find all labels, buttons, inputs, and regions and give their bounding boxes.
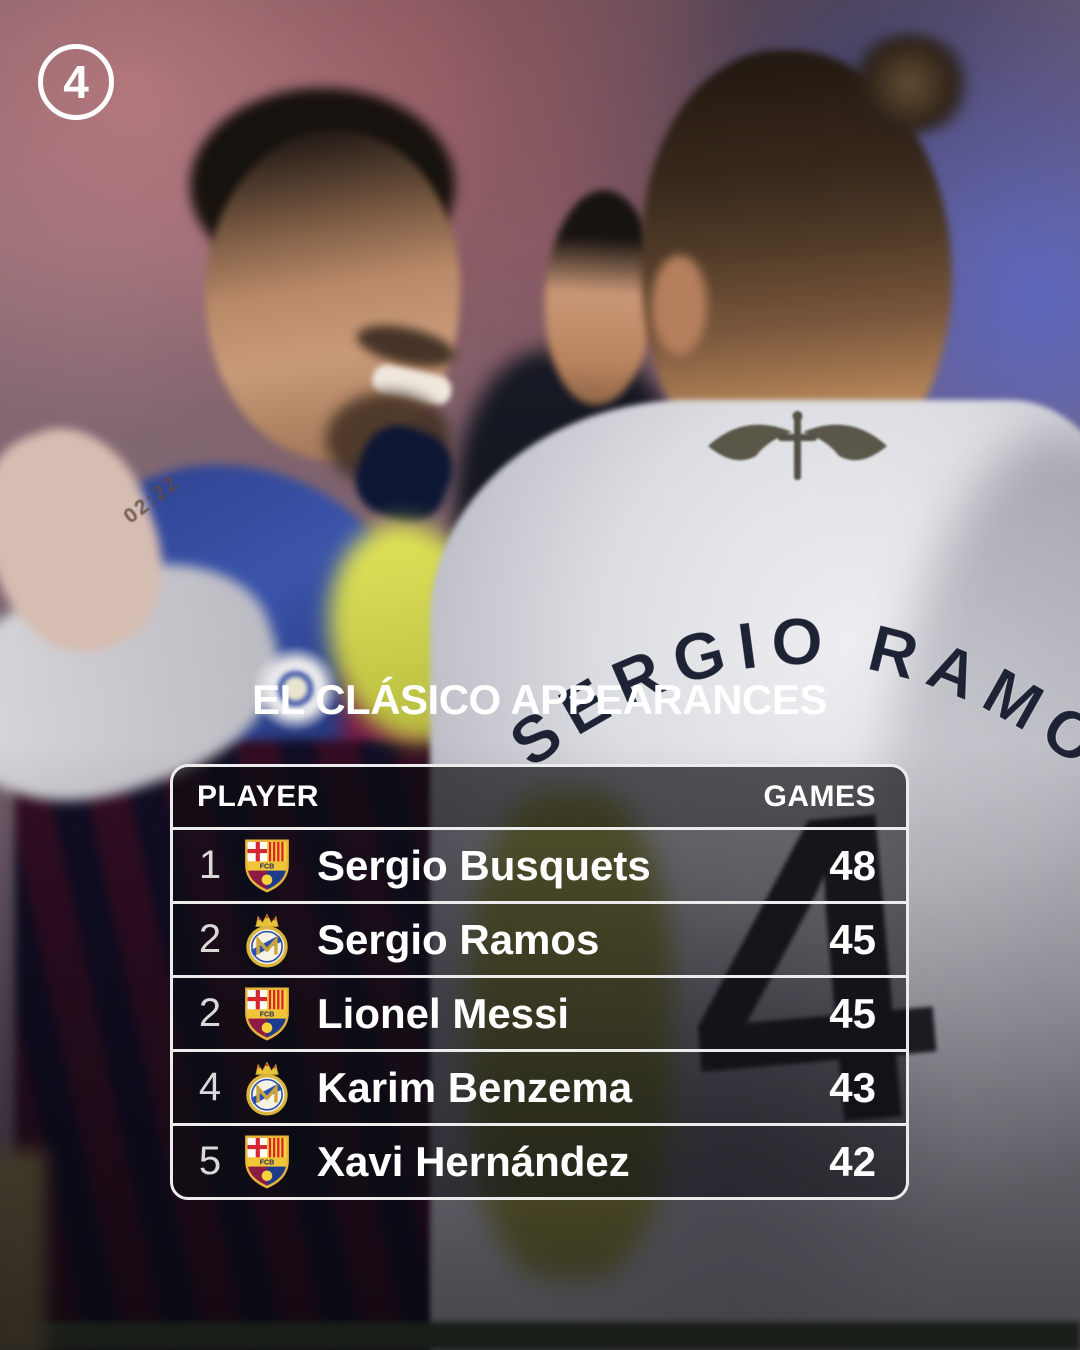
barcelona-crest-icon: FCB: [243, 837, 291, 895]
rank-label: 2: [198, 917, 222, 961]
games-value: 43: [829, 1063, 876, 1111]
page-title: EL CLÁSICO APPEARANCES: [252, 676, 827, 723]
433-logo-number: 4: [63, 56, 89, 108]
games-value: 42: [829, 1137, 876, 1185]
column-header-player: PLAYER: [197, 780, 319, 813]
table-row: 4 Karim Benzema 43: [173, 1049, 906, 1123]
fc-barcelona-crest-icon: FCB: [245, 839, 289, 892]
433-logo-badge: 4: [38, 44, 114, 120]
table-row: 2 FCB Lionel Messi 45: [173, 975, 906, 1049]
barcelona-crest-icon: FCB: [243, 1133, 291, 1191]
rank-label: 5: [198, 1139, 222, 1183]
real-madrid-crest-icon: [243, 1059, 291, 1117]
rank-label: 4: [198, 1065, 222, 1109]
fc-barcelona-crest-icon: FCB: [245, 987, 289, 1040]
player-name: Karim Benzema: [317, 1063, 633, 1111]
svg-text:FCB: FCB: [260, 862, 275, 870]
player-name: Lionel Messi: [317, 989, 570, 1037]
table-row: 1 FCB Sergio Busquets 48: [173, 827, 906, 901]
table-header-row: PLAYER GAMES: [173, 767, 906, 827]
column-header-games: GAMES: [763, 780, 876, 813]
appearances-table: PLAYER GAMES 1 FCB: [170, 764, 909, 1200]
table-row: 2 Sergio Ramos 45: [173, 901, 906, 975]
barcelona-crest-icon: FCB: [243, 985, 291, 1043]
player-name: Xavi Hernández: [317, 1137, 630, 1185]
fc-barcelona-crest-icon: FCB: [245, 1135, 289, 1188]
rank-label: 2: [198, 991, 222, 1035]
svg-text:FCB: FCB: [260, 1010, 275, 1018]
games-value: 48: [829, 841, 876, 889]
table-row: 5 FCB Xavi Hernández 42: [173, 1123, 906, 1197]
table-body: 1 FCB Sergio Busquets 48: [173, 827, 906, 1197]
real-madrid-crest-icon: [246, 1061, 288, 1115]
rank-label: 1: [198, 843, 222, 887]
games-value: 45: [829, 915, 876, 963]
player-name: Sergio Busquets: [317, 841, 651, 889]
svg-text:FCB: FCB: [260, 1158, 275, 1166]
games-value: 45: [829, 989, 876, 1037]
real-madrid-crest-icon: [246, 913, 288, 967]
real-madrid-crest-icon: [243, 911, 291, 969]
player-name: Sergio Ramos: [317, 915, 600, 963]
